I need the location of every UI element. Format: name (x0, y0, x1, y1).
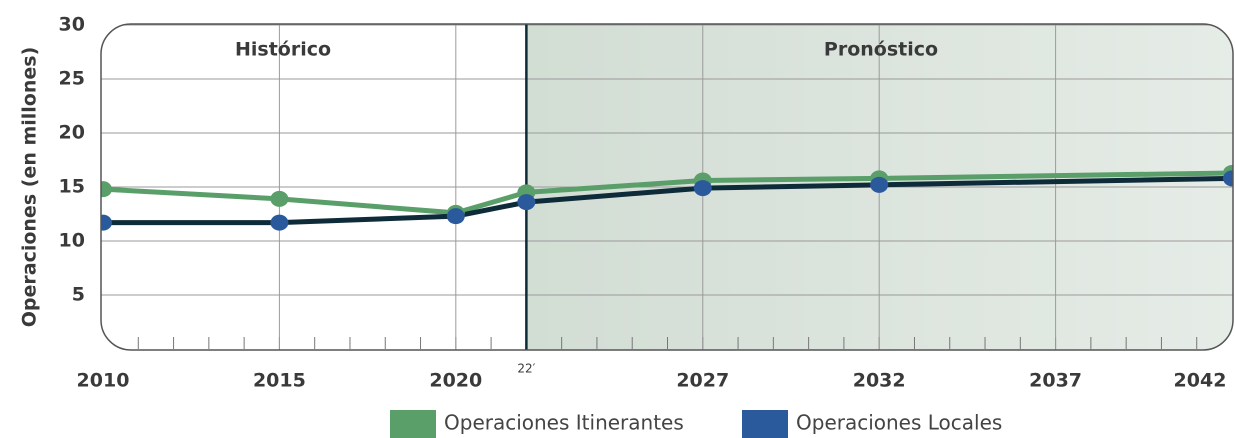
x-tick-label: 2037 (1029, 370, 1082, 392)
point (446, 208, 465, 225)
legend-swatch (742, 410, 788, 438)
point (101, 181, 112, 198)
y-tick-label: 5 (72, 284, 85, 306)
point (870, 176, 889, 193)
x-tick-label: 2020 (429, 370, 482, 392)
x-tick-label: 2015 (253, 370, 306, 392)
point (517, 194, 536, 211)
y-axis-label: Operaciones (en millones) (19, 47, 41, 328)
y-tick-label: 30 (59, 14, 85, 36)
legend-swatch (390, 410, 436, 438)
y-tick-label: 10 (59, 230, 85, 252)
legend-label: Operaciones Locales (796, 411, 1002, 435)
y-tick-label: 20 (59, 122, 85, 144)
annotation: Pronóstico (824, 39, 938, 61)
x-tick-label: 2032 (853, 370, 906, 392)
legend-label: Operaciones Itinerantes (444, 411, 684, 435)
x-tick-label: 2010 (77, 370, 130, 392)
point (1223, 170, 1233, 187)
point (693, 180, 712, 197)
x-tick-label: 2027 (676, 370, 729, 392)
y-tick-label: 15 (59, 176, 85, 198)
annotation: Histórico (235, 39, 331, 61)
point (101, 214, 112, 231)
plot-border (100, 23, 1234, 351)
point (270, 214, 289, 231)
plot-area (101, 24, 1233, 350)
point (270, 190, 289, 207)
x-tick-label: 22′ (517, 362, 535, 376)
x-tick-label: 2042 (1174, 370, 1227, 392)
y-tick-label: 25 (59, 68, 85, 90)
